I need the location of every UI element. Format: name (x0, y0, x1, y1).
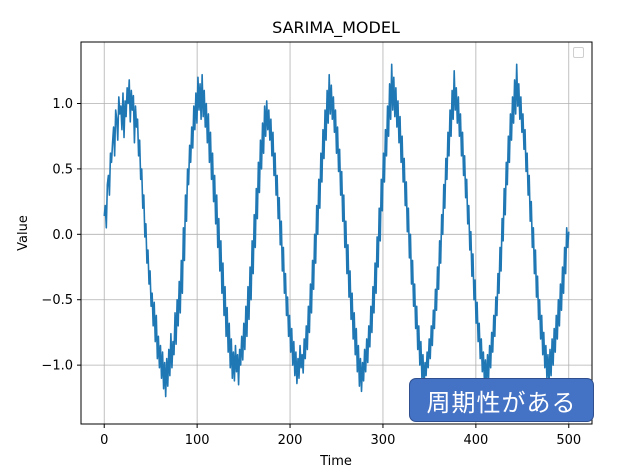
x-tick-label: 100 (185, 433, 210, 448)
y-axis-ticks: −1.0 −0.5 0.0 0.5 1.0 (41, 97, 81, 374)
y-axis-label: Value (16, 215, 31, 251)
plot-frame (80, 41, 593, 425)
legend-box (573, 47, 584, 58)
x-tick-label: 300 (371, 433, 396, 448)
y-tick-label: −0.5 (41, 293, 73, 308)
y-tick-label: 0.5 (52, 162, 73, 177)
x-tick-label: 200 (278, 433, 303, 448)
series-line (103, 63, 570, 398)
x-axis-label: Time (319, 454, 352, 469)
series-group (103, 63, 570, 398)
x-axis-ticks: 0 100 200 300 400 500 (100, 424, 581, 448)
y-tick-label: −1.0 (41, 359, 73, 374)
x-tick-label: 500 (556, 433, 581, 448)
y-tick-label: 1.0 (52, 97, 73, 112)
x-tick-label: 400 (463, 433, 488, 448)
annotation-badge: 周期性がある (409, 378, 594, 422)
x-tick-label: 0 (100, 433, 108, 448)
y-tick-label: 0.0 (52, 228, 73, 243)
chart-title: SARIMA_MODEL (272, 18, 400, 38)
